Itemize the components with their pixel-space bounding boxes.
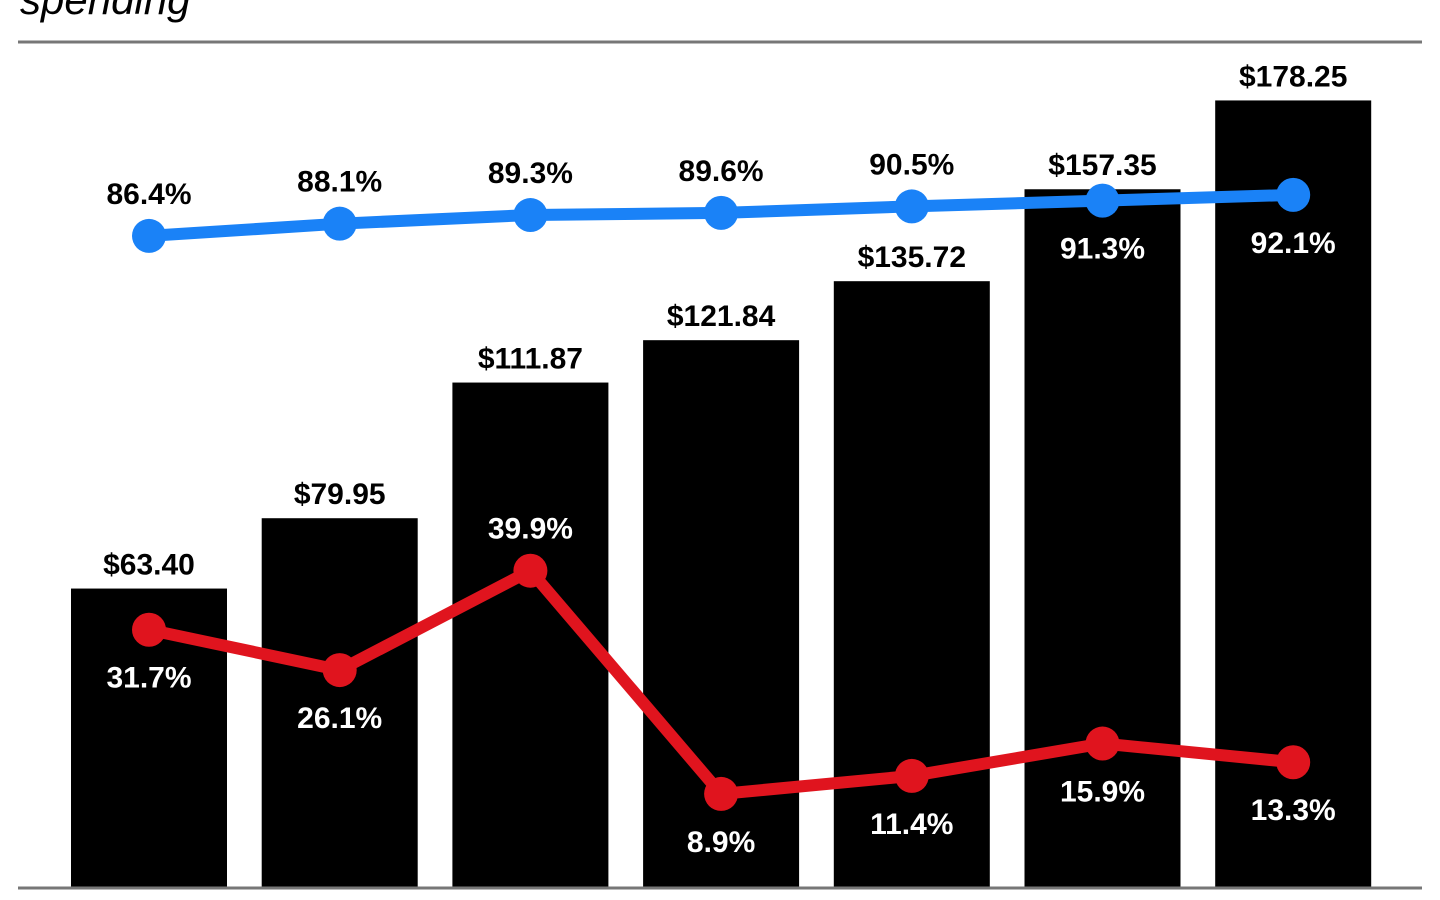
bar-value-label: $121.84 [667, 300, 776, 333]
bar-value-label: $135.72 [858, 241, 966, 274]
line-value-label: 90.5% [869, 148, 954, 181]
line-point [132, 218, 166, 253]
line-point [132, 612, 166, 647]
line-value-label: 92.1% [1251, 227, 1336, 260]
line-point [1085, 183, 1120, 218]
line-point [322, 653, 357, 688]
line-value-label: 86.4% [106, 178, 191, 211]
bar [1024, 189, 1181, 888]
line-value-label: 31.7% [106, 662, 191, 695]
line-value-label: 89.6% [679, 155, 764, 188]
line-point [513, 553, 548, 588]
line-value-label: 8.9% [687, 826, 755, 859]
line-value-label: 11.4% [870, 808, 953, 841]
line-point [1276, 745, 1311, 780]
line-value-label: 88.1% [297, 166, 382, 199]
bar [833, 281, 990, 888]
chart-title: spending [20, 0, 190, 23]
line-value-label: 39.9% [488, 513, 573, 546]
line-point [1085, 726, 1120, 761]
bar [261, 518, 418, 888]
line-point [894, 189, 929, 224]
line-point [513, 198, 548, 233]
line-point [322, 206, 357, 241]
bar-value-label: $178.25 [1239, 60, 1347, 93]
line-point [704, 195, 739, 230]
line-value-label: 13.3% [1251, 794, 1336, 827]
line-point [1276, 177, 1311, 212]
line-point [894, 758, 929, 793]
bar-value-label: $111.87 [478, 342, 583, 375]
line-value-label: 89.3% [488, 157, 573, 190]
line-point [704, 776, 739, 811]
bar-value-label: $79.95 [294, 478, 386, 511]
bar-value-label: $63.40 [103, 548, 195, 581]
line-value-label: 15.9% [1060, 775, 1145, 808]
line-value-label: 26.1% [297, 702, 382, 735]
line-value-label: 91.3% [1060, 233, 1145, 266]
bar-value-label: $157.35 [1048, 149, 1156, 182]
